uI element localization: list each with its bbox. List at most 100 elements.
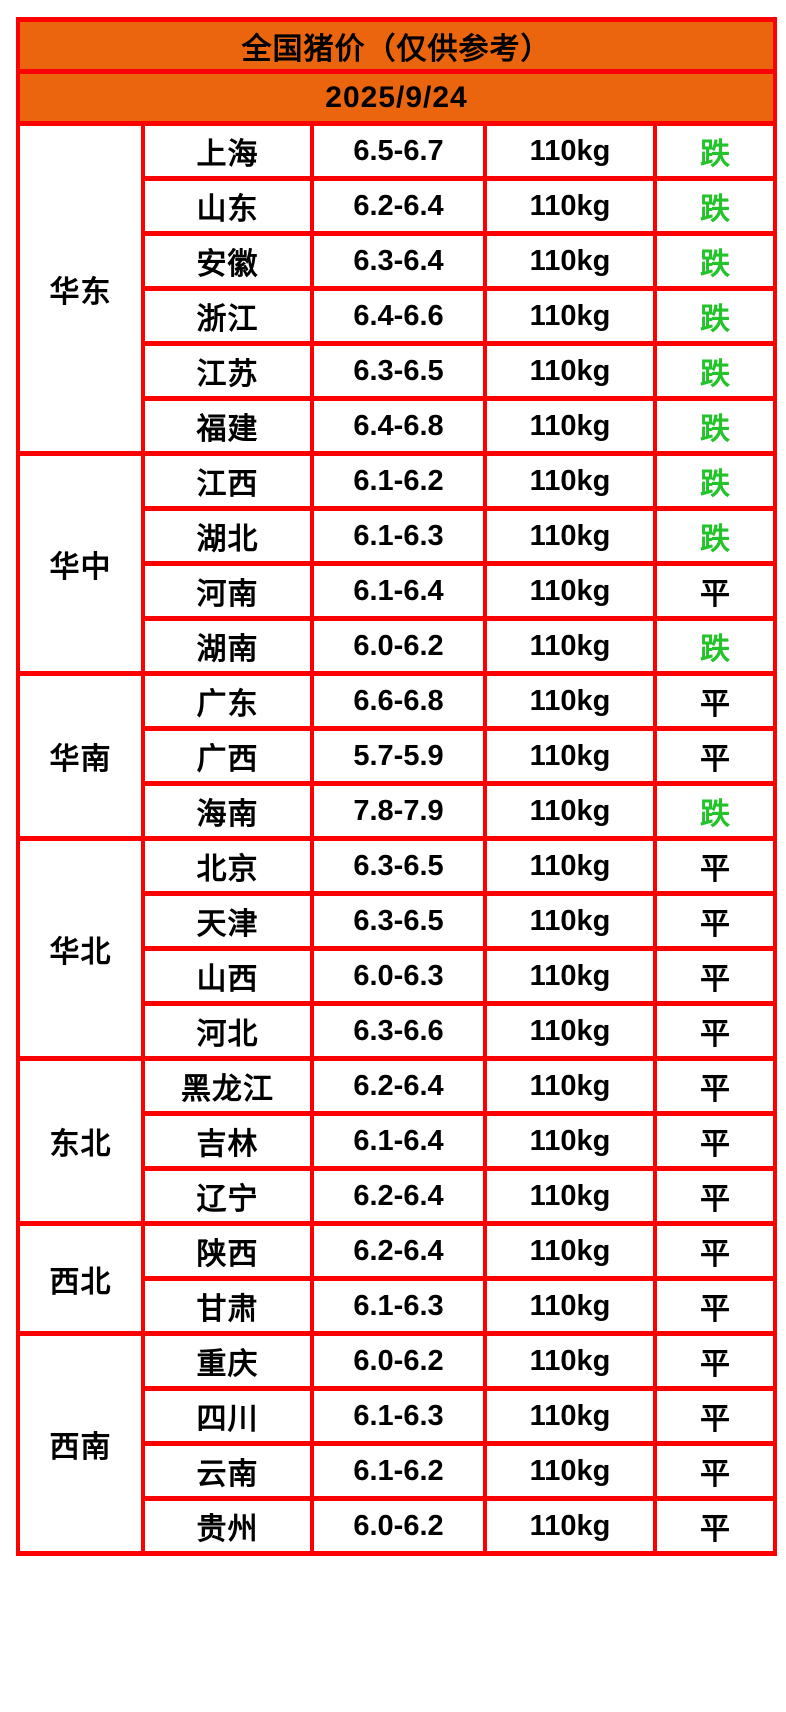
province-cell: 江苏: [141, 341, 314, 401]
date-row: 2025/9/24: [15, 69, 778, 126]
table-row: 云南 6.1-6.2 110kg 平: [18, 1441, 778, 1501]
price-cell: 5.7-5.9: [310, 726, 487, 786]
weight-cell: 110kg: [483, 616, 657, 676]
table-row: 江苏 6.3-6.5 110kg 跌: [18, 341, 778, 401]
trend-cell: 跌: [652, 286, 778, 346]
weight-cell: 110kg: [483, 1111, 657, 1171]
trend-cell: 平: [652, 671, 778, 731]
trend-cell: 跌: [652, 121, 778, 181]
trend-cell: 跌: [652, 451, 778, 511]
weight-cell: 110kg: [483, 451, 657, 511]
trend-cell: 平: [652, 891, 778, 951]
weight-cell: 110kg: [483, 1441, 657, 1501]
weight-cell: 110kg: [483, 506, 657, 566]
trend-cell: 平: [652, 946, 778, 1006]
trend-cell: 平: [652, 1221, 778, 1281]
trend-cell: 跌: [652, 396, 778, 456]
region-cell: 东北: [16, 1056, 145, 1226]
province-cell: 安徽: [141, 231, 314, 291]
province-cell: 河北: [141, 1001, 314, 1061]
table-row: 华东 上海 6.5-6.7 110kg 跌: [16, 121, 778, 456]
weight-cell: 110kg: [483, 1221, 657, 1281]
trend-cell: 平: [652, 1056, 778, 1116]
pig-price-sheet: 全国猪价（仅供参考） 2025/9/24 华东 上海 6.5-6.7 110kg 跌山东…: [15, 17, 778, 1556]
province-cell: 湖南: [141, 616, 314, 676]
province-cell: 江西: [141, 451, 314, 511]
price-cell: 6.2-6.4: [310, 1221, 487, 1281]
pig-price-table: 全国猪价（仅供参考） 2025/9/24 华东 上海 6.5-6.7 110kg 跌山东…: [15, 17, 778, 1556]
table-row: 甘肃 6.1-6.3 110kg 平: [18, 1276, 778, 1336]
table-row: 山西 6.0-6.3 110kg 平: [18, 946, 778, 1006]
table-row: 河北 6.3-6.6 110kg 平: [18, 1001, 778, 1061]
region-cell: 西北: [16, 1221, 145, 1336]
price-cell: 6.3-6.5: [310, 341, 487, 401]
province-cell: 甘肃: [141, 1276, 314, 1336]
province-cell: 重庆: [141, 1331, 314, 1391]
province-cell: 浙江: [141, 286, 314, 346]
weight-cell: 110kg: [483, 1331, 657, 1391]
province-cell: 上海: [141, 121, 314, 181]
province-cell: 贵州: [141, 1496, 314, 1556]
table-row: 湖北 6.1-6.3 110kg 跌: [18, 506, 778, 566]
province-cell: 四川: [141, 1386, 314, 1446]
price-cell: 6.1-6.4: [310, 1111, 487, 1171]
weight-cell: 110kg: [483, 781, 657, 841]
region-cell: 华东: [16, 121, 145, 456]
weight-cell: 110kg: [483, 231, 657, 291]
table-row: 湖南 6.0-6.2 110kg 跌: [18, 616, 778, 676]
table-row: 华中 江西 6.1-6.2 110kg 跌: [16, 451, 778, 676]
trend-cell: 跌: [652, 231, 778, 291]
province-cell: 吉林: [141, 1111, 314, 1171]
region-cell: 华南: [16, 671, 145, 841]
table-row: 华北 北京 6.3-6.5 110kg 平: [16, 836, 778, 1061]
price-cell: 6.3-6.5: [310, 891, 487, 951]
trend-cell: 跌: [652, 341, 778, 401]
weight-cell: 110kg: [483, 176, 657, 236]
weight-cell: 110kg: [483, 836, 657, 896]
province-cell: 天津: [141, 891, 314, 951]
table-row: 吉林 6.1-6.4 110kg 平: [18, 1111, 778, 1171]
price-cell: 6.0-6.3: [310, 946, 487, 1006]
weight-cell: 110kg: [483, 1056, 657, 1116]
price-cell: 6.0-6.2: [310, 1496, 487, 1556]
weight-cell: 110kg: [483, 396, 657, 456]
price-cell: 6.3-6.5: [310, 836, 487, 896]
table-row: 河南 6.1-6.4 110kg 平: [18, 561, 778, 621]
table-row: 华南 广东 6.6-6.8 110kg 平: [16, 671, 778, 841]
price-cell: 6.1-6.3: [310, 1276, 487, 1336]
price-cell: 6.0-6.2: [310, 616, 487, 676]
trend-cell: 平: [652, 1111, 778, 1171]
page-title: 全国猪价（仅供参考）: [15, 17, 778, 74]
province-cell: 广东: [141, 671, 314, 731]
table-row: 安徽 6.3-6.4 110kg 跌: [18, 231, 778, 291]
table-row: 西北 陕西 6.2-6.4 110kg 平: [16, 1221, 778, 1336]
weight-cell: 110kg: [483, 1276, 657, 1336]
province-cell: 福建: [141, 396, 314, 456]
table-row: 海南 7.8-7.9 110kg 跌: [18, 781, 778, 841]
trend-cell: 平: [652, 726, 778, 786]
price-cell: 6.3-6.4: [310, 231, 487, 291]
price-cell: 6.1-6.3: [310, 506, 487, 566]
weight-cell: 110kg: [483, 671, 657, 731]
trend-cell: 平: [652, 1496, 778, 1556]
province-cell: 云南: [141, 1441, 314, 1501]
price-cell: 6.2-6.4: [310, 176, 487, 236]
table-row: 天津 6.3-6.5 110kg 平: [18, 891, 778, 951]
weight-cell: 110kg: [483, 726, 657, 786]
province-cell: 山东: [141, 176, 314, 236]
title-row: 全国猪价（仅供参考）: [15, 17, 778, 74]
trend-cell: 跌: [652, 616, 778, 676]
trend-cell: 平: [652, 1166, 778, 1226]
weight-cell: 110kg: [483, 561, 657, 621]
price-cell: 6.1-6.2: [310, 1441, 487, 1501]
trend-cell: 平: [652, 1276, 778, 1336]
table-row: 西南 重庆 6.0-6.2 110kg 平: [16, 1331, 778, 1556]
table-row: 山东 6.2-6.4 110kg 跌: [18, 176, 778, 236]
trend-cell: 平: [652, 1386, 778, 1446]
price-cell: 6.0-6.2: [310, 1331, 487, 1391]
region-cell: 华北: [16, 836, 145, 1061]
weight-cell: 110kg: [483, 1001, 657, 1061]
region-cell: 华中: [16, 451, 145, 676]
weight-cell: 110kg: [483, 341, 657, 401]
price-cell: 6.2-6.4: [310, 1056, 487, 1116]
